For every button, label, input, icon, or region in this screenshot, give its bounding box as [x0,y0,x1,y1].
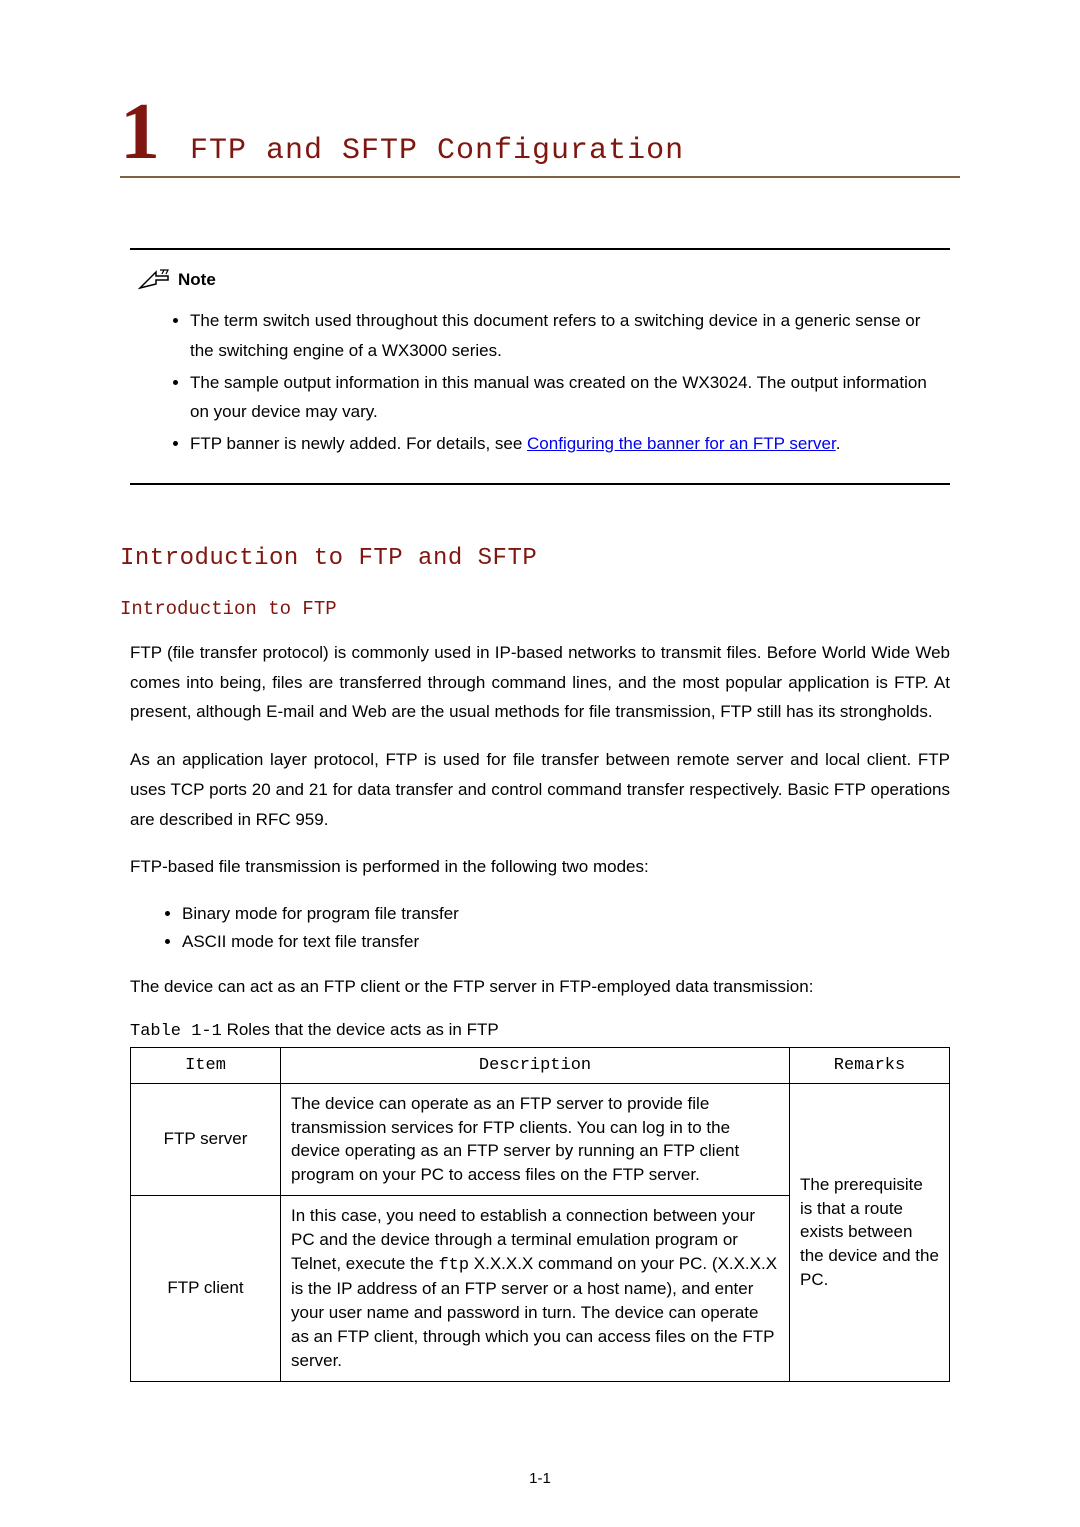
table-caption-number: Table 1-1 [130,1022,222,1041]
table-header: Description [281,1047,790,1083]
mono-text: ftp [438,1256,469,1275]
note-box: Note The term switch used throughout thi… [130,248,950,485]
note-link[interactable]: Configuring the banner for an FTP server [527,434,836,453]
table-cell-desc: The device can operate as an FTP server … [281,1083,790,1195]
note-text: FTP banner is newly added. For details, … [190,434,527,453]
chapter-title-text: FTP and SFTP Configuration [190,134,684,168]
note-list: The term switch used throughout this doc… [138,306,942,459]
subsection-heading: Introduction to FTP [120,598,960,620]
note-item: The term switch used throughout this doc… [190,306,942,366]
chapter-number: 1 [120,100,160,164]
note-label: Note [178,270,216,290]
note-item: The sample output information in this ma… [190,368,942,428]
table-header: Item [131,1047,281,1083]
note-icon [138,268,170,292]
chapter-title: 1 FTP and SFTP Configuration [120,100,960,178]
paragraph: FTP-based file transmission is performed… [130,852,950,882]
list-item: Binary mode for program file transfer [182,900,960,928]
table-row: FTP server The device can operate as an … [131,1083,950,1195]
table-cell-remarks: The prerequisite is that a route exists … [790,1083,950,1381]
table-cell-item: FTP client [131,1196,281,1382]
section-heading: Introduction to FTP and SFTP [120,545,960,572]
paragraph: As an application layer protocol, FTP is… [130,745,950,834]
roles-table: Item Description Remarks FTP server The … [130,1047,950,1382]
table-caption: Table 1-1 Roles that the device acts as … [130,1020,950,1041]
table-cell-desc: In this case, you need to establish a co… [281,1196,790,1382]
paragraph: The device can act as an FTP client or t… [130,972,950,1002]
paragraph: FTP (file transfer protocol) is commonly… [130,638,950,727]
list-item: ASCII mode for text file transfer [182,928,960,956]
table-caption-text: Roles that the device acts as in FTP [227,1020,499,1039]
page-number: 1-1 [0,1470,1080,1487]
table-header: Remarks [790,1047,950,1083]
table-cell-item: FTP server [131,1083,281,1195]
note-text: . [836,434,841,453]
note-header: Note [138,268,942,292]
mode-list: Binary mode for program file transfer AS… [120,900,960,956]
note-item: FTP banner is newly added. For details, … [190,429,942,459]
table-header-row: Item Description Remarks [131,1047,950,1083]
